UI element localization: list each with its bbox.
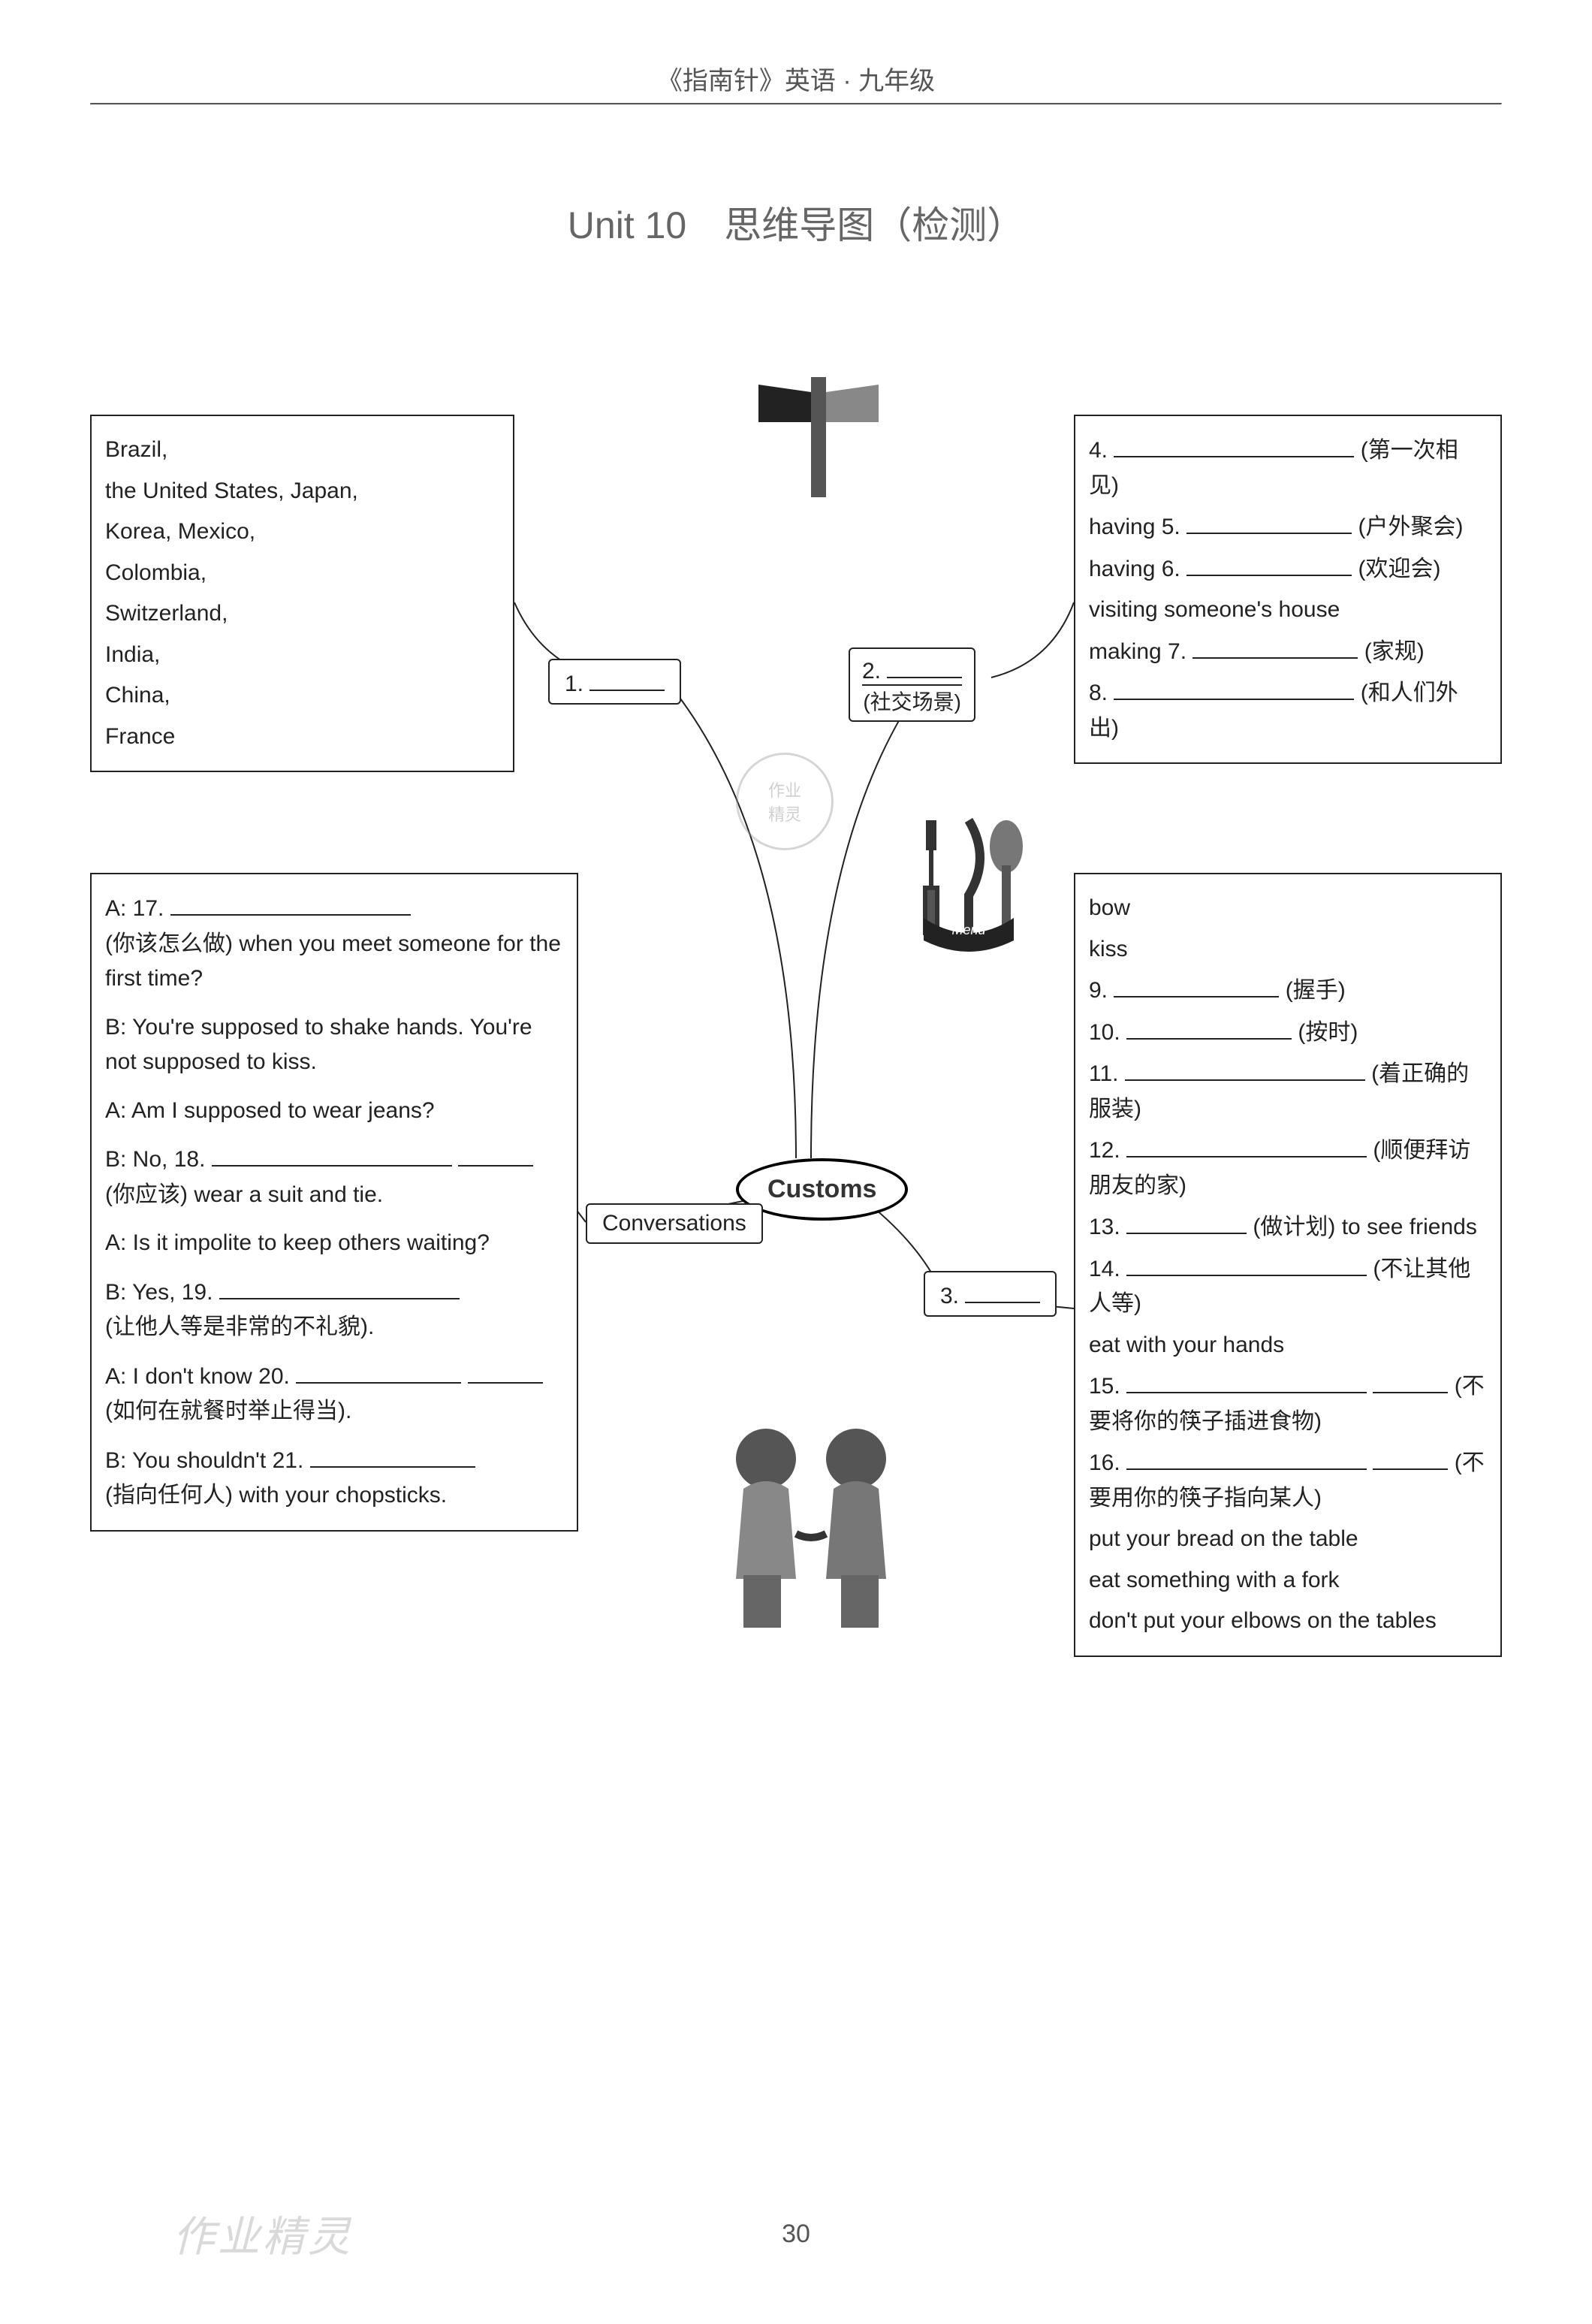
blank-20[interactable] bbox=[296, 1359, 461, 1384]
blank-7[interactable] bbox=[1192, 634, 1358, 659]
page-number: 30 bbox=[782, 2220, 810, 2249]
blank-node-1[interactable] bbox=[589, 666, 665, 691]
blank-16b[interactable] bbox=[1373, 1445, 1448, 1470]
blank-12[interactable] bbox=[1126, 1133, 1367, 1157]
fill-item-16: 16. (不要用你的筷子指向某人) bbox=[1089, 1445, 1487, 1516]
country-line: Korea, Mexico, bbox=[105, 515, 499, 550]
country-line: Switzerland, bbox=[105, 596, 499, 632]
box-conversation: A: 17. (你该怎么做) when you meet someone for… bbox=[90, 873, 578, 1532]
blank-11[interactable] bbox=[1125, 1056, 1365, 1081]
list-item: put your bread on the table bbox=[1089, 1522, 1487, 1557]
blank-19[interactable] bbox=[219, 1275, 460, 1299]
box-social-scenes: 4. (第一次相见) having 5. (户外聚会) having 6. (欢… bbox=[1074, 415, 1502, 764]
node-3: 3. bbox=[924, 1271, 1057, 1317]
node-conversations: Conversations bbox=[586, 1203, 763, 1244]
page-title: Unit 10 思维导图（检测） bbox=[90, 195, 1502, 249]
blank-8[interactable] bbox=[1114, 675, 1354, 700]
worksheet-page: 《指南针》英语 · 九年级 Unit 10 思维导图（检测） bbox=[0, 0, 1592, 2324]
flags-icon bbox=[743, 377, 894, 497]
list-item: eat with your hands bbox=[1089, 1328, 1487, 1363]
fill-item-9: 9. (握手) bbox=[1089, 973, 1487, 1009]
list-item: bow bbox=[1089, 891, 1487, 926]
fill-item-12: 12. (顺便拜访朋友的家) bbox=[1089, 1133, 1487, 1203]
svg-text:Menu: Menu bbox=[951, 922, 985, 937]
blank-node-3[interactable] bbox=[965, 1278, 1040, 1303]
blank-15[interactable] bbox=[1126, 1369, 1367, 1393]
country-line: the United States, Japan, bbox=[105, 474, 499, 509]
stamp-text-2: 精灵 bbox=[768, 801, 801, 825]
static-visit: visiting someone's house bbox=[1089, 593, 1487, 628]
country-line: India, bbox=[105, 638, 499, 673]
conv-line: B: You shouldn't 21. (指向任何人) with your c… bbox=[105, 1443, 563, 1514]
blank-18[interactable] bbox=[212, 1142, 452, 1167]
blank-18b[interactable] bbox=[458, 1142, 533, 1167]
blank-9[interactable] bbox=[1114, 973, 1279, 998]
conv-line: B: No, 18. (你应该) wear a suit and tie. bbox=[105, 1142, 563, 1212]
node-2-subtitle: (社交场景) bbox=[862, 684, 962, 716]
fill-item-15: 15. (不要将你的筷子插进食物) bbox=[1089, 1369, 1487, 1439]
blank-15b[interactable] bbox=[1373, 1369, 1448, 1393]
book-header: 《指南针》英语 · 九年级 bbox=[90, 60, 1502, 97]
conv-line: A: 17. (你该怎么做) when you meet someone for… bbox=[105, 891, 563, 997]
conv-line: B: You're supposed to shake hands. You'r… bbox=[105, 1010, 563, 1080]
box-countries: Brazil, the United States, Japan, Korea,… bbox=[90, 415, 514, 772]
blank-13[interactable] bbox=[1126, 1209, 1247, 1234]
blank-21[interactable] bbox=[310, 1443, 475, 1468]
menu-icon: Menu bbox=[901, 805, 1036, 955]
blank-10[interactable] bbox=[1126, 1015, 1292, 1040]
conv-line: A: I don't know 20. (如何在就餐时举止得当). bbox=[105, 1359, 563, 1429]
stamp-text-1: 作业 bbox=[768, 777, 801, 801]
list-item: kiss bbox=[1089, 932, 1487, 967]
fill-item-4: 4. (第一次相见) bbox=[1089, 433, 1487, 503]
fill-item-5: having 5. (户外聚会) bbox=[1089, 509, 1487, 545]
blank-20b[interactable] bbox=[468, 1359, 543, 1384]
box-customs-list: bow kiss 9. (握手) 10. (按时) 11. (着正确的服装) 1… bbox=[1074, 873, 1502, 1657]
list-item: don't put your elbows on the tables bbox=[1089, 1604, 1487, 1639]
conv-line: A: Am I supposed to wear jeans? bbox=[105, 1094, 563, 1129]
country-line: France bbox=[105, 720, 499, 755]
country-line: China, bbox=[105, 678, 499, 714]
fill-item-14: 14. (不让其他人等) bbox=[1089, 1251, 1487, 1322]
blank-16[interactable] bbox=[1126, 1445, 1367, 1470]
blank-5[interactable] bbox=[1186, 509, 1352, 534]
node-1: 1. bbox=[548, 659, 681, 705]
fill-item-6: having 6. (欢迎会) bbox=[1089, 551, 1487, 587]
fill-item-11: 11. (着正确的服装) bbox=[1089, 1056, 1487, 1127]
blank-4[interactable] bbox=[1114, 433, 1354, 457]
people-handshake-icon bbox=[691, 1406, 931, 1646]
list-item: eat something with a fork bbox=[1089, 1563, 1487, 1598]
blank-6[interactable] bbox=[1186, 551, 1352, 576]
fill-item-8: 8. (和人们外出) bbox=[1089, 675, 1487, 746]
fill-item-13: 13. (做计划) to see friends bbox=[1089, 1209, 1487, 1245]
country-line: Colombia, bbox=[105, 556, 499, 591]
node-2: 2. (社交场景) bbox=[849, 647, 975, 722]
country-line: Brazil, bbox=[105, 433, 499, 468]
conv-line: B: Yes, 19. (让他人等是非常的不礼貌). bbox=[105, 1275, 563, 1345]
conv-line: A: Is it impolite to keep others waiting… bbox=[105, 1226, 563, 1261]
fill-item-7: making 7. (家规) bbox=[1089, 634, 1487, 670]
mindmap-container: 作业 精灵 Menu bbox=[90, 400, 1502, 1902]
header-rule bbox=[90, 103, 1502, 105]
blank-17[interactable] bbox=[170, 891, 411, 916]
fill-item-10: 10. (按时) bbox=[1089, 1015, 1487, 1051]
blank-node-2[interactable] bbox=[887, 653, 962, 678]
blank-14[interactable] bbox=[1126, 1251, 1367, 1276]
stamp-watermark-icon: 作业 精灵 bbox=[736, 753, 834, 850]
watermark-text: 作业精灵 bbox=[173, 2203, 353, 2264]
